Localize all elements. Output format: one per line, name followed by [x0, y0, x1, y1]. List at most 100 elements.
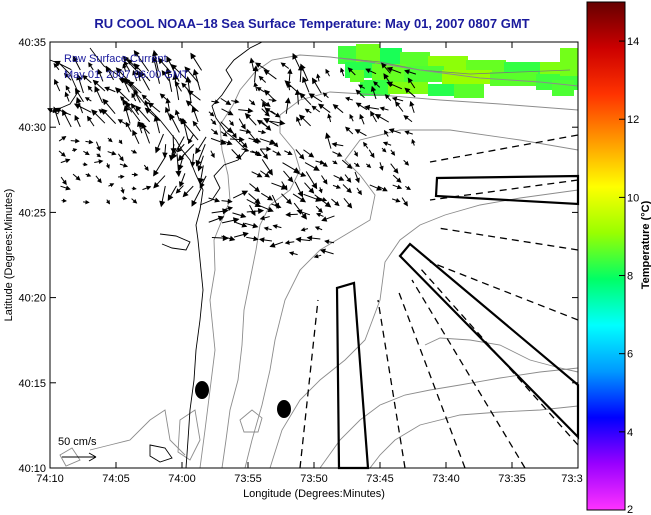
current-vector [94, 85, 104, 104]
current-vector [359, 113, 365, 125]
current-vector [349, 113, 354, 122]
legend-title: Raw Surface Current [64, 53, 167, 65]
sst-cell [428, 84, 458, 96]
current-vector [210, 118, 217, 126]
current-vector [94, 159, 104, 165]
current-vector [299, 92, 312, 106]
current-vector [308, 93, 323, 103]
y-tick-label: 40:20 [18, 293, 46, 305]
current-vector [246, 235, 259, 242]
current-vector [131, 92, 137, 102]
current-vector [195, 143, 206, 167]
colorbar-tick-label: 8 [627, 271, 633, 283]
current-vector [82, 74, 92, 84]
current-vector [263, 226, 272, 232]
current-vector [259, 215, 270, 221]
current-vector [121, 76, 130, 93]
bathymetry-contour [59, 447, 81, 467]
current-vector [87, 85, 93, 92]
current-vector [61, 198, 67, 203]
current-vector [95, 175, 102, 184]
current-vector [292, 52, 301, 70]
current-vector [72, 148, 78, 153]
current-vector [272, 224, 282, 229]
x-axis: 74:10 74:05 74:00 73:55 73:50 73:45 73:40 73:35… [36, 42, 583, 485]
current-vector [345, 126, 354, 135]
current-vector [386, 66, 402, 74]
radial-line [397, 289, 466, 469]
current-vector [117, 153, 124, 162]
current-vector [210, 150, 215, 159]
sst-cell [360, 80, 390, 96]
sst-cell [372, 64, 406, 82]
current-vector [83, 199, 90, 205]
current-vector [208, 111, 215, 117]
current-vector [325, 132, 332, 149]
y-tick-label: 40:25 [18, 207, 46, 219]
radial-line [429, 261, 579, 321]
current-vector [244, 112, 257, 126]
sst-contour [339, 57, 571, 75]
current-vector [251, 150, 262, 156]
current-vector [141, 94, 151, 103]
current-vector [374, 113, 390, 123]
current-vector [108, 183, 115, 188]
current-vector [151, 56, 161, 84]
current-vector [127, 80, 142, 94]
current-vector [117, 174, 125, 179]
current-vector [295, 236, 311, 243]
current-vector [248, 137, 262, 144]
current-vector [175, 185, 184, 194]
x-tick-label: 73:45 [366, 473, 394, 485]
current-vector [341, 159, 353, 169]
current-vector [238, 138, 248, 149]
current-vector [377, 185, 388, 192]
current-vector [230, 128, 237, 139]
current-vector [355, 102, 368, 111]
current-vector [331, 142, 344, 148]
current-vector [162, 144, 168, 159]
current-vector [293, 171, 307, 177]
x-tick-label: 74:05 [102, 473, 130, 485]
current-vector [296, 209, 311, 216]
current-vector [332, 151, 343, 157]
sst-cell [380, 48, 402, 66]
bathymetry-contours [59, 54, 579, 469]
current-vector [249, 183, 261, 193]
current-vector [269, 119, 286, 126]
current-vector [344, 96, 353, 102]
current-vector [83, 150, 90, 156]
x-tick-label: 73:3 [561, 473, 582, 485]
current-vector [379, 106, 389, 112]
current-vector [53, 62, 60, 71]
current-vector [382, 141, 392, 146]
current-vector [354, 129, 367, 137]
current-vector [333, 175, 345, 181]
station-marker [195, 381, 209, 399]
current-vector [122, 55, 140, 74]
bathymetry-contour [221, 91, 579, 469]
current-vector [191, 106, 199, 123]
current-vector [364, 104, 380, 111]
current-vector [63, 72, 72, 81]
current-vector [409, 100, 415, 113]
current-vector [353, 162, 360, 168]
current-vector [281, 193, 292, 205]
sst-cell [454, 84, 484, 98]
bathymetry-contour [269, 189, 579, 469]
current-vector [287, 68, 293, 82]
bathymetry-contour [244, 129, 579, 469]
current-vector [60, 176, 67, 186]
current-vector [143, 164, 149, 172]
current-vector [251, 171, 263, 178]
current-vector [300, 63, 309, 82]
current-vector [222, 206, 234, 212]
coastline-inlet [159, 233, 191, 251]
radial-line [411, 279, 526, 469]
colorbar-tick-label: 6 [627, 349, 633, 361]
current-vector [344, 174, 352, 183]
current-vector [184, 66, 199, 84]
current-vector [147, 102, 161, 113]
x-tick-label: 74:10 [36, 473, 64, 485]
current-vector [407, 77, 416, 89]
